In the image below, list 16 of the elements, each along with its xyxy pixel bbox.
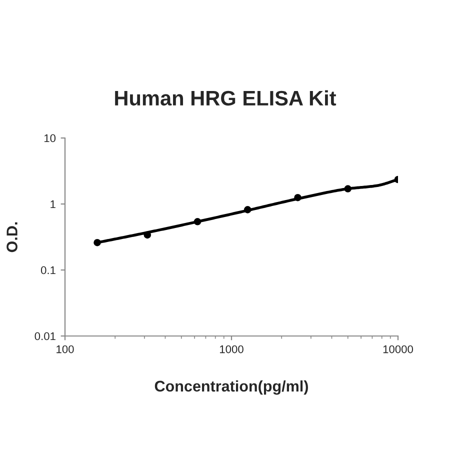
y-tick-label: 0.01 xyxy=(34,332,56,340)
point xyxy=(294,194,302,202)
point xyxy=(94,238,101,246)
x-tick-label: 10000 xyxy=(383,345,414,354)
y-axis-title: O.D. xyxy=(6,222,18,252)
point xyxy=(244,206,252,214)
y-tick-label: 1 xyxy=(50,200,56,208)
point xyxy=(194,218,202,226)
x-axis-title: Concentration(pg/ml) xyxy=(154,380,308,395)
chart-title: Human HRG ELISA Kit xyxy=(115,90,336,106)
point xyxy=(344,185,352,192)
y-tick-label: 0.1 xyxy=(40,266,56,274)
x-tick-label: 1000 xyxy=(220,345,244,354)
point xyxy=(144,231,152,239)
x-tick-label: 100 xyxy=(56,345,74,354)
y-tick-label: 10 xyxy=(44,134,56,142)
